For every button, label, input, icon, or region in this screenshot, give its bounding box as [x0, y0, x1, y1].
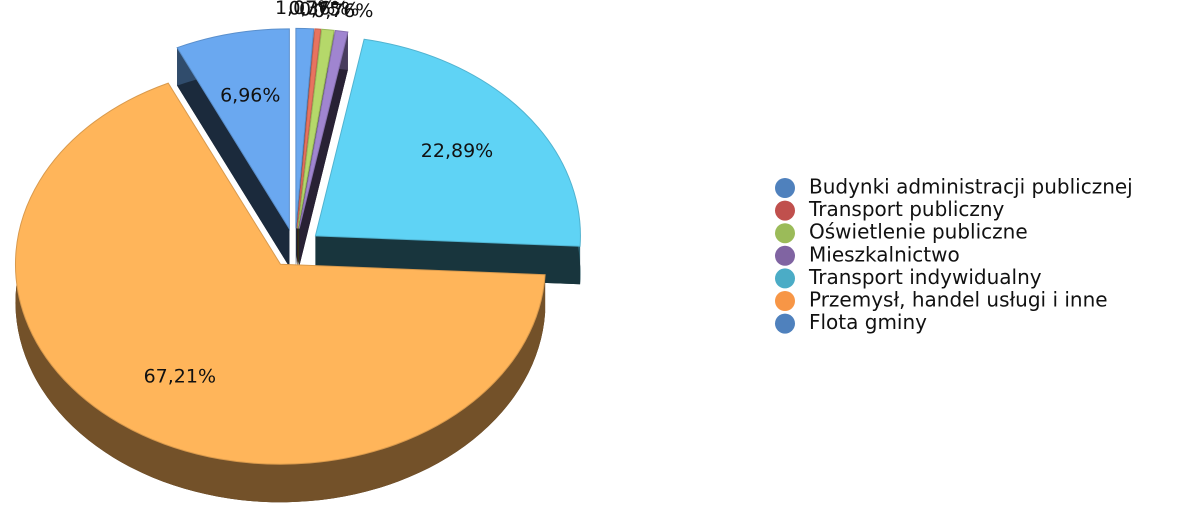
slice	[314, 38, 581, 247]
legend-marker	[775, 245, 795, 266]
slice-edge	[299, 32, 348, 267]
legend-label: Transport indywidualny	[808, 265, 1042, 289]
value-label: 6,96%	[220, 85, 280, 107]
value-label: 0,36%	[288, 0, 348, 20]
value-label: 0,75%	[299, 0, 359, 20]
legend-marker	[775, 178, 795, 198]
legend-marker	[775, 200, 795, 221]
slice	[298, 29, 349, 229]
legend-label: Oświetlenie publiczne	[809, 220, 1028, 244]
slice-edge	[177, 47, 290, 267]
legend-label: Transport publiczny	[808, 197, 1005, 221]
legend-label: Mieszkalnictwo	[809, 242, 960, 266]
slice	[176, 28, 290, 231]
slice	[297, 28, 335, 229]
legend-marker	[775, 268, 795, 289]
legend-label: Flota gminy	[809, 310, 927, 334]
value-label: 22,89%	[421, 140, 493, 162]
value-label: 1,07%	[275, 0, 335, 19]
legend-marker	[775, 291, 795, 311]
value-label: 0,76%	[313, 0, 373, 22]
slice	[296, 28, 322, 229]
legend-marker	[775, 313, 795, 334]
slice	[295, 27, 315, 229]
legend-label: Budynki administracji publicznej	[809, 175, 1133, 199]
legend-label: Przemysł, handel usługi i inne	[809, 288, 1108, 312]
value-label: 67,21%	[144, 366, 216, 388]
legend-marker	[775, 223, 795, 244]
slice	[15, 82, 546, 465]
